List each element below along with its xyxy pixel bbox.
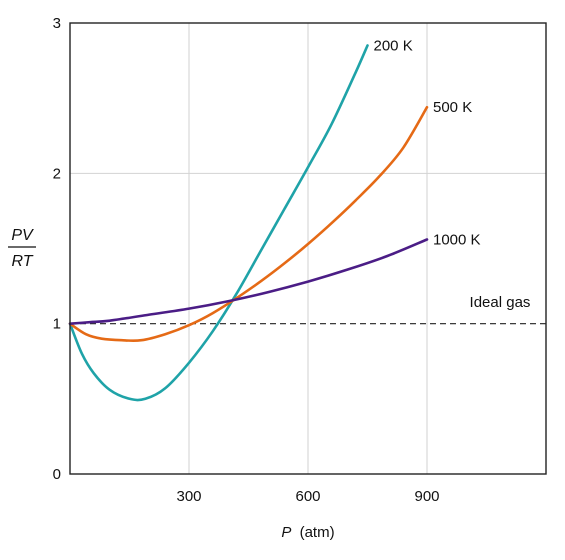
y-axis-label: PV RT — [8, 227, 36, 270]
x-tick-label: 600 — [295, 488, 320, 505]
y-tick-label: 3 — [53, 15, 61, 32]
series-line-1000-k — [68, 238, 429, 325]
series-labels: 200 K 500 K 1000 K — [374, 38, 481, 249]
y-tick-labels: 0 1 2 3 — [53, 15, 61, 483]
series-layer — [68, 44, 429, 402]
grid-lines — [70, 23, 546, 474]
plot-frame — [69, 22, 547, 475]
series-label-1000-k: 1000 K — [433, 231, 481, 248]
ideal-gas-label: Ideal gas — [470, 294, 531, 311]
x-axis-label-unit: (atm) — [300, 524, 335, 541]
x-tick-label: 300 — [176, 488, 201, 505]
x-axis-label-variable: P — [281, 524, 291, 541]
series-label-200-k: 200 K — [374, 38, 413, 55]
x-axis-label: P (atm) — [281, 524, 334, 541]
series-line-200-k — [68, 44, 369, 402]
y-axis-label-bottom: RT — [11, 253, 33, 270]
series-label-500-k: 500 K — [433, 99, 472, 116]
y-tick-label: 2 — [53, 165, 61, 182]
y-tick-label: 1 — [53, 316, 61, 333]
y-tick-label: 0 — [53, 466, 61, 483]
y-axis-label-top: PV — [11, 227, 34, 244]
x-tick-labels: 300 600 900 — [176, 488, 439, 505]
x-tick-label: 900 — [414, 488, 439, 505]
series-line-500-k — [68, 105, 429, 343]
